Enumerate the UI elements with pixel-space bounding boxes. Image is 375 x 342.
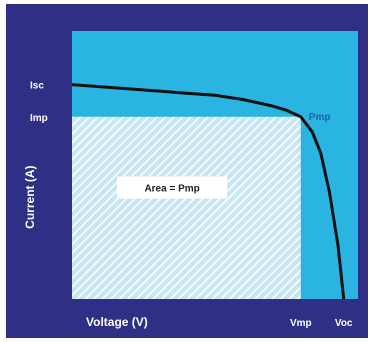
max-power-rectangle: [72, 116, 301, 299]
area-label: Area = Pmp: [144, 184, 199, 195]
iv-curve-line: [71, 83, 346, 300]
y-tick-label-isc: Isc: [30, 81, 44, 92]
pmp-point-label: Pmp: [309, 112, 331, 123]
area-label-box: [117, 176, 228, 199]
x-axis-label: Voltage (V): [86, 315, 148, 329]
y-axis-label: Current (A): [23, 165, 37, 228]
chart-frame: Isc Imp Vmp Voc Voltage (V) Current (A) …: [6, 4, 368, 338]
x-tick-label-vmp: Vmp: [290, 318, 312, 329]
x-tick-label-voc: Voc: [335, 318, 353, 329]
iv-curve-chart: Isc Imp Vmp Voc Voltage (V) Current (A) …: [23, 31, 358, 329]
y-tick-label-imp: Imp: [30, 113, 48, 124]
